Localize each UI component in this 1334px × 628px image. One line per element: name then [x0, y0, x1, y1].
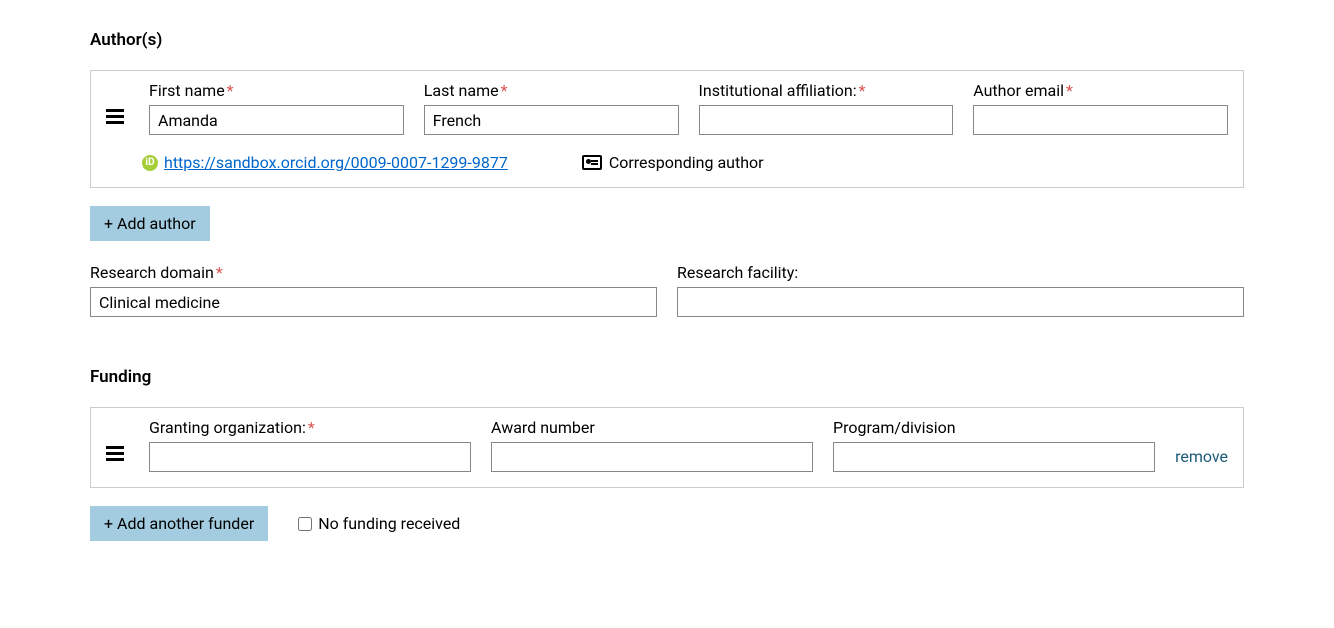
author-entry-box: First name* Last name* Institutional aff…	[90, 70, 1244, 188]
last-name-input[interactable]	[424, 105, 679, 135]
research-facility-label: Research facility:	[677, 263, 1244, 282]
add-funder-button[interactable]: + Add another funder	[90, 506, 268, 541]
granting-org-label: Granting organization:*	[149, 418, 471, 437]
first-name-label: First name*	[149, 81, 404, 100]
research-facility-input[interactable]	[677, 287, 1244, 317]
orcid-icon: iD	[142, 155, 158, 171]
drag-handle-icon[interactable]	[106, 81, 129, 124]
no-funding-group[interactable]: No funding received	[298, 514, 460, 533]
contact-card-icon	[582, 155, 602, 170]
no-funding-checkbox[interactable]	[298, 517, 312, 531]
research-domain-label: Research domain*	[90, 263, 657, 282]
program-division-label: Program/division	[833, 418, 1155, 437]
program-division-input[interactable]	[833, 442, 1155, 472]
award-number-label: Award number	[491, 418, 813, 437]
email-input[interactable]	[973, 105, 1228, 135]
first-name-input[interactable]	[149, 105, 404, 135]
funding-section: Funding Granting organization:* Award nu…	[90, 367, 1244, 541]
research-domain-input[interactable]	[90, 287, 657, 317]
authors-title: Author(s)	[90, 30, 1244, 50]
last-name-label: Last name*	[424, 81, 679, 100]
corresponding-author-label: Corresponding author	[609, 153, 764, 172]
institution-input[interactable]	[699, 105, 954, 135]
add-author-button[interactable]: + Add author	[90, 206, 210, 241]
remove-funder-link[interactable]: remove	[1175, 425, 1228, 466]
funding-title: Funding	[90, 367, 1244, 387]
authors-section: Author(s) First name* Last name*	[90, 30, 1244, 317]
award-number-input[interactable]	[491, 442, 813, 472]
funding-entry-box: Granting organization:* Award number Pro…	[90, 407, 1244, 488]
orcid-link[interactable]: https://sandbox.orcid.org/0009-0007-1299…	[164, 153, 508, 172]
granting-org-input[interactable]	[149, 442, 471, 472]
email-label: Author email*	[973, 81, 1228, 100]
institution-label: Institutional affiliation:*	[699, 81, 954, 100]
no-funding-label: No funding received	[318, 514, 460, 533]
drag-handle-icon[interactable]	[106, 418, 129, 461]
